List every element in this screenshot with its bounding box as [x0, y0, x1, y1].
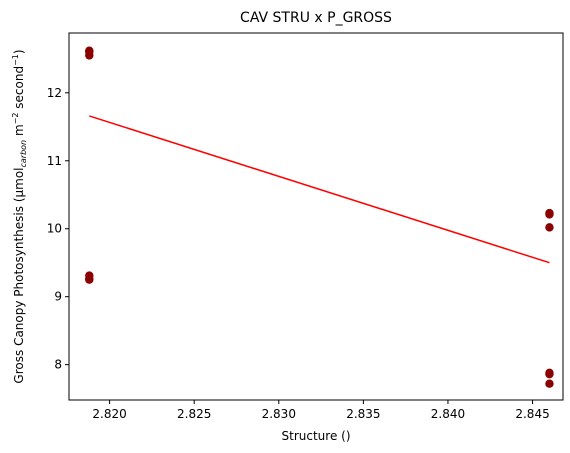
y-axis-label-sup1: −2: [11, 113, 20, 125]
y-axis-label-sup2: −1: [11, 54, 20, 66]
y-axis-label-sub: carbon: [19, 140, 28, 168]
chart-title: CAV STRU x P_GROSS: [240, 10, 392, 26]
axes-frame: [68, 32, 564, 401]
y-axis-label-mid2: second: [12, 66, 26, 113]
y-axis-label-mid: m: [12, 124, 26, 140]
x-tick-label: 2.845: [515, 407, 549, 421]
y-tick-label: 8: [54, 358, 62, 372]
data-point: [85, 51, 94, 60]
x-axis: 2.820 2.825 2.830 2.835 2.840 2.845: [92, 400, 550, 421]
y-axis-label: Gross Canopy Photosynthesis (μmolcarbon …: [11, 49, 28, 383]
regression-line: [89, 115, 550, 264]
data-point: [545, 379, 554, 388]
data-point: [85, 275, 94, 284]
data-point: [545, 210, 554, 219]
x-tick-label: 2.840: [431, 407, 465, 421]
x-tick-label: 2.820: [92, 407, 126, 421]
y-tick-label: 10: [47, 222, 62, 236]
data-point: [545, 223, 554, 232]
y-tick-label: 12: [47, 86, 62, 100]
y-tick-label: 9: [54, 290, 62, 304]
data-point: [545, 369, 554, 379]
x-axis-label: Structure (): [282, 429, 351, 443]
y-axis: 8 9 10 11 12: [47, 86, 69, 372]
x-tick-label: 2.835: [346, 407, 380, 421]
x-tick-label: 2.825: [177, 407, 211, 421]
y-axis-label-main: Gross Canopy Photosynthesis (μmol: [12, 168, 26, 384]
y-axis-label-end: ): [12, 49, 26, 54]
plot-area: [85, 46, 554, 388]
x-tick-label: 2.830: [262, 407, 296, 421]
y-tick-label: 11: [47, 154, 62, 168]
